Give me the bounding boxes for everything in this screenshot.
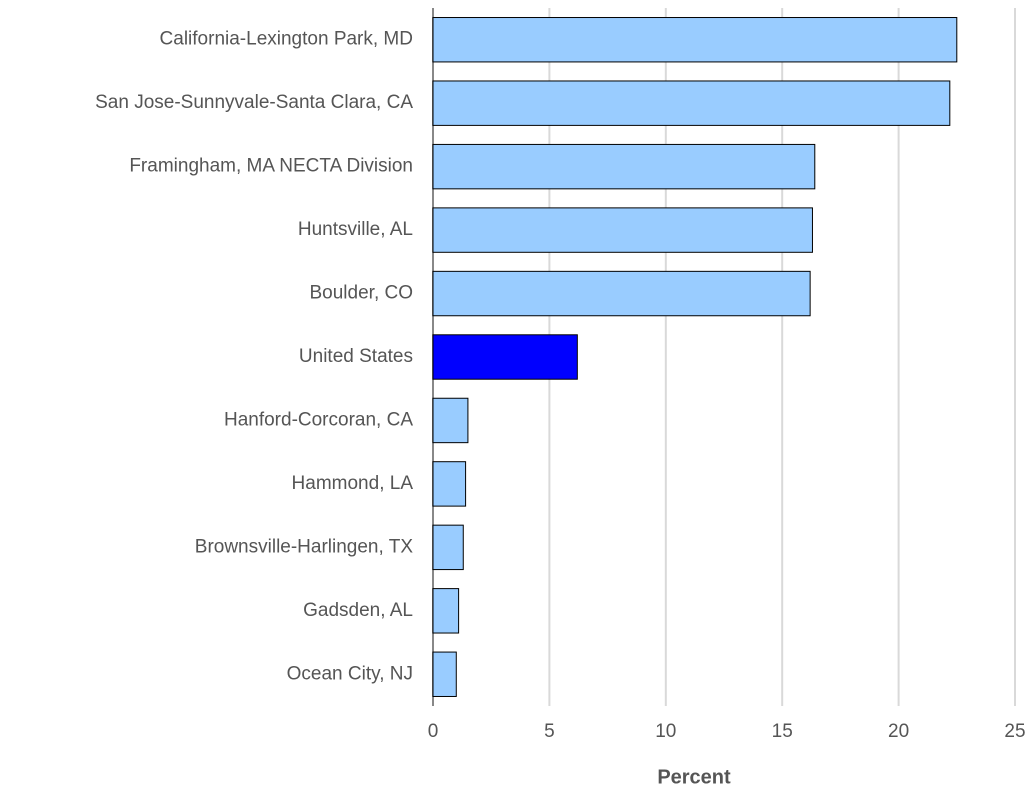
y-tick-label: Hanford-Corcoran, CA: [224, 409, 413, 430]
y-tick-label: Gadsden, AL: [303, 600, 413, 621]
y-tick-label: Hammond, LA: [292, 473, 414, 494]
x-tick-label: 0: [428, 721, 439, 742]
x-tick-label: 10: [655, 721, 676, 742]
bar: [432, 524, 464, 571]
x-tick-label: 20: [888, 721, 909, 742]
x-axis-label: Percent: [657, 766, 731, 788]
y-tick-label: Framingham, MA NECTA Division: [129, 156, 413, 177]
y-tick-label: San Jose-Sunnyvale-Santa Clara, CA: [95, 92, 413, 113]
y-tick-label: Ocean City, NJ: [287, 663, 413, 684]
x-tick-label: 25: [1004, 721, 1025, 742]
bar: [432, 207, 813, 253]
bar: [432, 80, 951, 126]
y-tick-label: United States: [299, 346, 413, 367]
bar: [432, 651, 457, 697]
y-tick-label: Huntsville, AL: [298, 219, 413, 240]
bar: [432, 334, 578, 380]
bar: [432, 397, 469, 444]
x-tick-label: 5: [544, 721, 555, 742]
bar: [432, 17, 958, 63]
bar: [432, 143, 816, 190]
y-tick-label: California-Lexington Park, MD: [160, 29, 413, 50]
bar: [432, 588, 460, 634]
y-tick-label: Brownsville-Harlingen, TX: [195, 536, 414, 557]
bar: [432, 270, 811, 317]
y-tick-label: Boulder, CO: [310, 283, 414, 304]
bar: [432, 461, 467, 507]
x-tick-label: 15: [772, 721, 793, 742]
